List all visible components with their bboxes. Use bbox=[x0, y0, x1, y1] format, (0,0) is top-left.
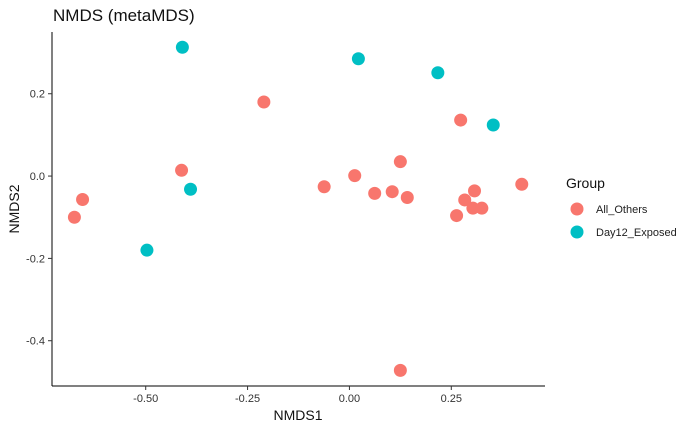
point-all-others bbox=[458, 193, 472, 207]
point-day12-exposed bbox=[486, 118, 500, 132]
y-tick-label: -0.2 bbox=[26, 253, 45, 265]
point-all-others bbox=[257, 95, 271, 109]
point-all-others bbox=[475, 201, 489, 215]
y-tick-label: 0.0 bbox=[30, 171, 45, 183]
x-tick-label: -0.50 bbox=[133, 393, 158, 405]
x-tick-label: 0.25 bbox=[441, 393, 462, 405]
x-tick-label: 0.00 bbox=[339, 393, 360, 405]
point-day12-exposed bbox=[140, 243, 154, 257]
point-all-others bbox=[515, 177, 529, 191]
plot-area bbox=[67, 40, 529, 377]
point-all-others bbox=[400, 190, 414, 204]
point-all-others bbox=[76, 193, 90, 207]
point-all-others bbox=[450, 209, 464, 223]
point-all-others bbox=[468, 184, 482, 198]
legend-marker-day12-exposed bbox=[570, 225, 584, 239]
point-all-others bbox=[317, 180, 331, 194]
chart-title: NMDS (metaMDS) bbox=[53, 6, 195, 25]
point-day12-exposed bbox=[175, 40, 189, 54]
legend: Group All_Others Day12_Exposed bbox=[566, 175, 677, 239]
point-day12-exposed bbox=[184, 182, 198, 196]
y-axis-ticks: -0.4 -0.2 0.0 0.2 bbox=[26, 89, 52, 348]
x-tick-label: -0.25 bbox=[235, 393, 260, 405]
point-all-others bbox=[67, 210, 81, 224]
point-all-others bbox=[393, 155, 407, 169]
y-tick-label: -0.4 bbox=[26, 336, 45, 348]
point-all-others bbox=[368, 186, 382, 200]
point-day12-exposed bbox=[351, 52, 365, 66]
legend-marker-all-others bbox=[570, 202, 584, 216]
point-all-others bbox=[393, 363, 407, 377]
point-all-others bbox=[385, 185, 399, 199]
point-all-others bbox=[348, 169, 362, 183]
legend-label-day12-exposed: Day12_Exposed bbox=[596, 227, 677, 239]
point-all-others bbox=[454, 113, 468, 127]
x-axis-ticks: -0.50 -0.25 0.00 0.25 bbox=[133, 386, 462, 405]
point-all-others bbox=[175, 163, 189, 177]
point-day12-exposed bbox=[431, 66, 445, 80]
legend-title: Group bbox=[566, 175, 605, 191]
y-axis-label: NMDS2 bbox=[6, 184, 22, 233]
point-all-others bbox=[466, 201, 480, 215]
x-axis-label: NMDS1 bbox=[273, 407, 322, 423]
y-tick-label: 0.2 bbox=[30, 89, 45, 101]
legend-label-all-others: All_Others bbox=[596, 204, 648, 216]
